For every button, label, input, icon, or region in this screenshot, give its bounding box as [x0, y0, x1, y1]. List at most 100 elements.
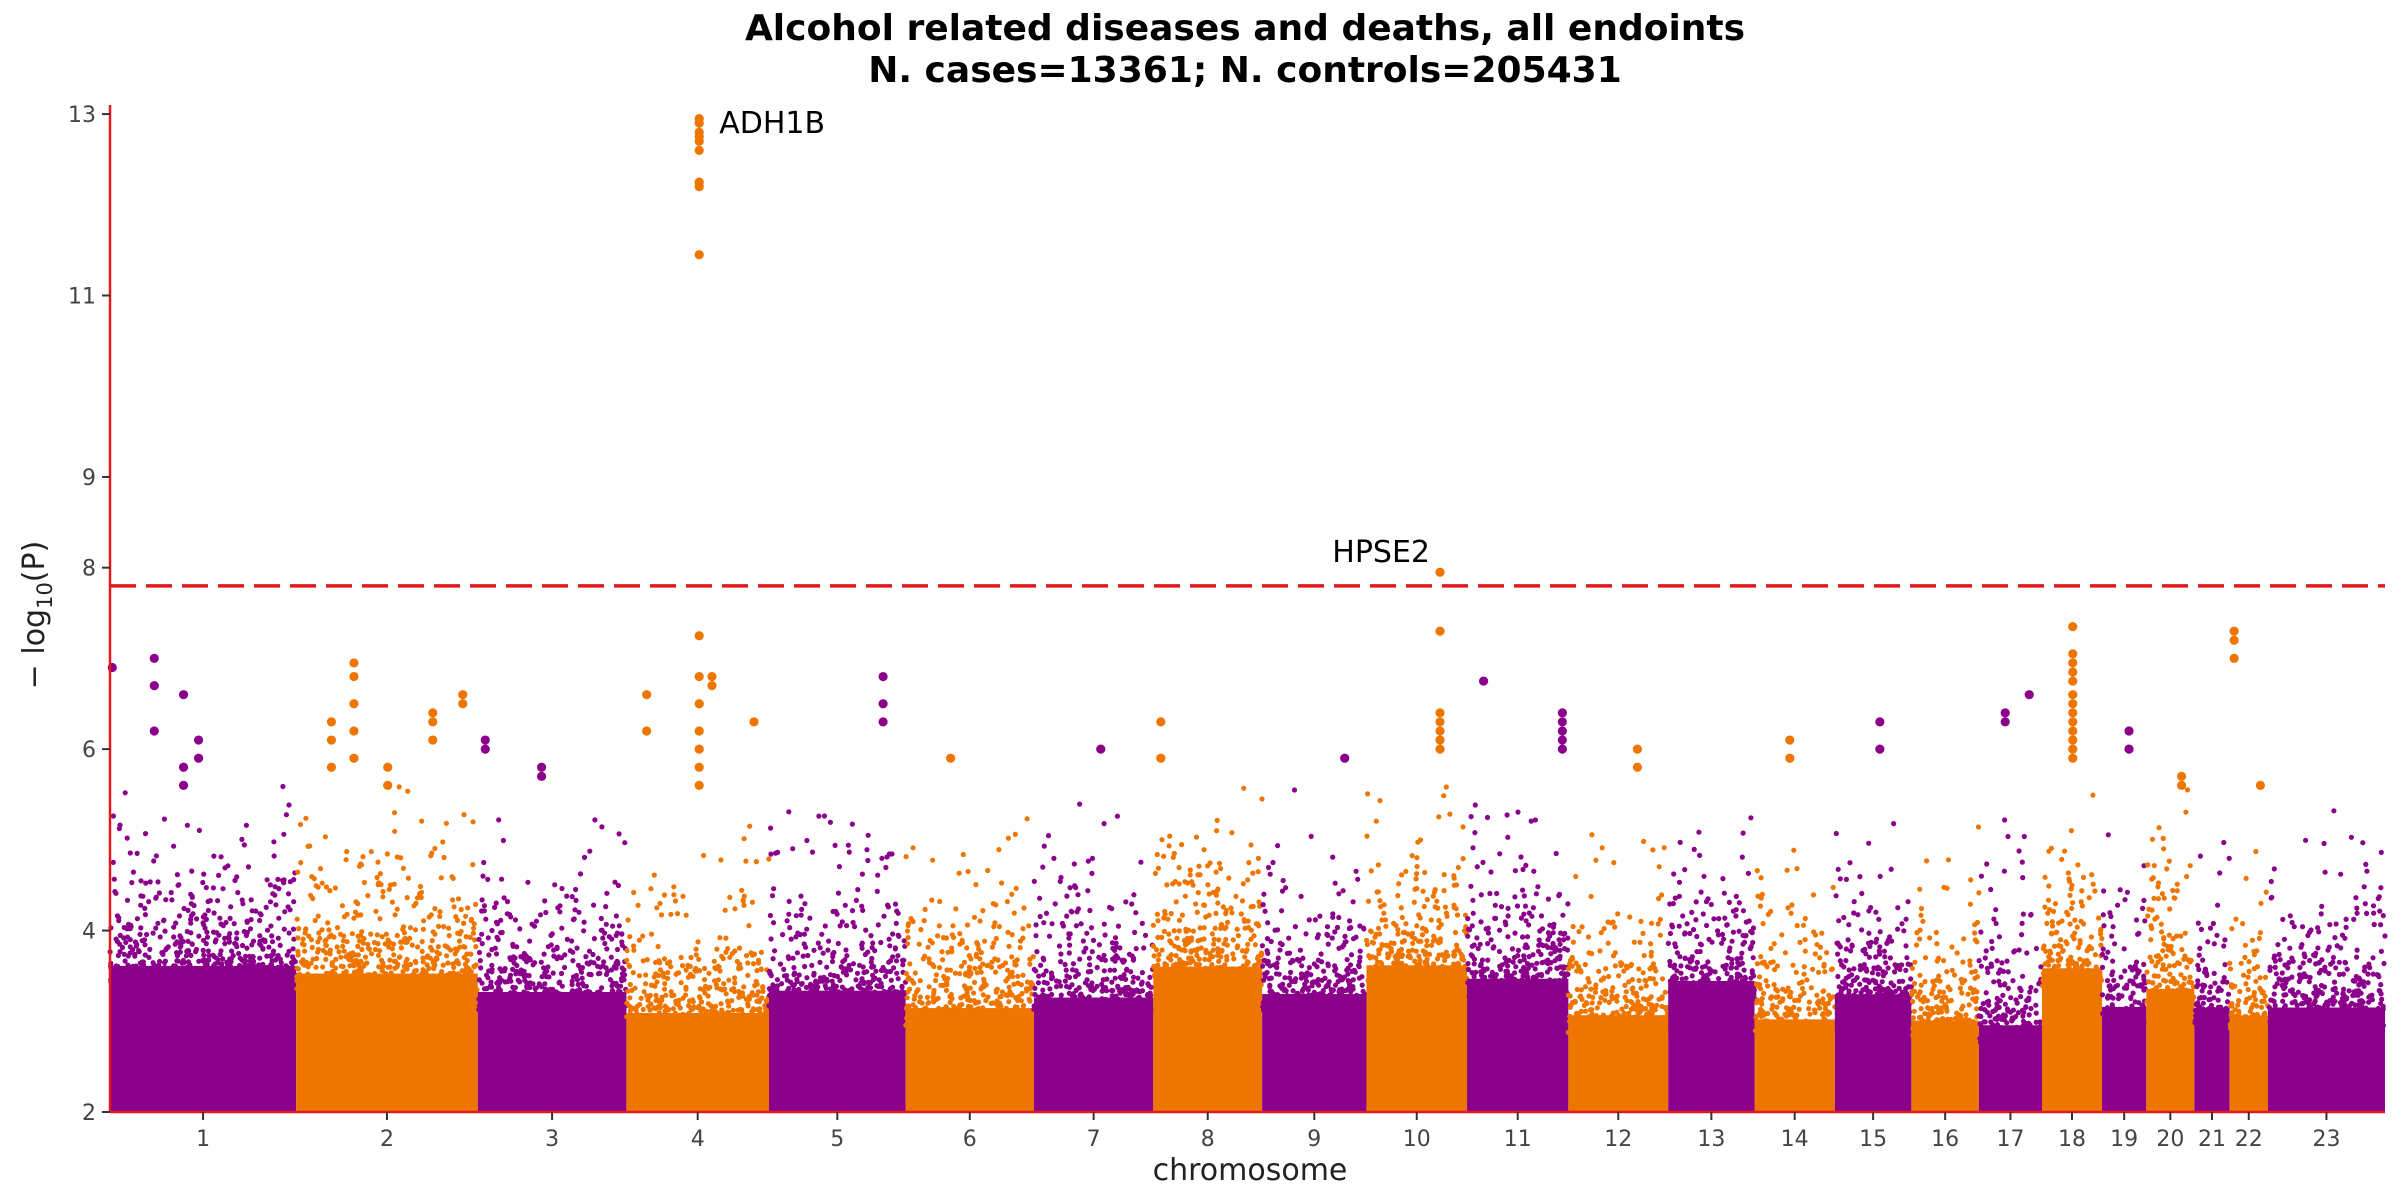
chrom-22-points: [2227, 848, 2271, 1036]
snp-point: [946, 753, 956, 763]
snp-point: [694, 671, 704, 682]
annotation-hpse2: HPSE2: [1332, 535, 1430, 570]
snp-point: [149, 681, 159, 691]
y-tick-label: 9: [82, 466, 96, 491]
x-tick-label: 19: [2110, 1127, 2138, 1152]
x-axis-title: chromosome: [1153, 1153, 1348, 1188]
snp-point: [428, 708, 438, 718]
x-tick-label: 1: [196, 1127, 210, 1152]
snp-point: [2124, 726, 2134, 736]
snp-point: [878, 717, 888, 727]
chrom-9-points: [1259, 787, 1368, 1015]
snp-point: [694, 127, 704, 137]
peak-points-layer: [107, 114, 2266, 791]
chrom-14-points: [1752, 847, 1838, 1040]
snp-point: [458, 699, 468, 709]
x-tick-label: 12: [1604, 1127, 1632, 1152]
snp-point: [1156, 717, 1166, 727]
chrom-17-points: [1976, 817, 2044, 1046]
chrom-18-points: [2039, 792, 2105, 989]
snp-point: [2068, 753, 2078, 763]
chrom-10-dense-band: [1366, 965, 1468, 1112]
snp-point: [878, 671, 888, 682]
x-tick-label: 13: [1697, 1127, 1725, 1152]
x-tick-label: 17: [1996, 1127, 2024, 1152]
snp-point: [458, 690, 468, 700]
chrom-1-dense-band: [110, 965, 297, 1112]
snp-point: [2176, 780, 2187, 791]
chrom-23-points: [2266, 808, 2388, 1029]
snp-point: [1435, 735, 1445, 745]
snp-point: [2068, 676, 2078, 686]
snp-point: [1435, 708, 1445, 718]
snp-point: [694, 744, 704, 754]
chrom-10-points: [1363, 784, 1470, 986]
snp-point: [326, 735, 337, 745]
snp-point: [642, 690, 652, 700]
snp-point: [2229, 635, 2239, 645]
snp-point: [694, 177, 704, 187]
snp-point: [383, 780, 393, 791]
snp-point: [694, 250, 704, 260]
snp-point: [2024, 690, 2034, 700]
snp-point: [1435, 567, 1445, 577]
x-tick-label: 2: [380, 1127, 394, 1152]
snp-point: [326, 762, 337, 772]
y-tick-label: 8: [82, 557, 96, 582]
snp-point: [2068, 708, 2078, 718]
snp-point: [480, 735, 490, 745]
snp-point: [428, 735, 438, 745]
snp-point: [193, 735, 204, 745]
x-tick-label: 23: [2312, 1127, 2340, 1152]
snp-point: [694, 699, 704, 709]
chrom-7-points: [1031, 801, 1156, 1019]
chrom-2-dense-band: [296, 973, 478, 1112]
x-tick-label: 22: [2235, 1127, 2263, 1152]
snp-point: [149, 653, 159, 663]
chrom-5-dense-band: [769, 990, 906, 1112]
y-axis-title-suffix: (P): [17, 541, 52, 583]
chrom-5-points: [766, 809, 909, 1012]
annotation-adh1b: ADH1B: [719, 106, 825, 141]
snp-point: [2176, 771, 2187, 781]
chrom-11-points: [1465, 802, 1571, 1000]
chrom-21-points: [2192, 839, 2232, 1029]
snp-point: [349, 726, 359, 736]
snp-point: [2068, 667, 2078, 677]
x-tick-label: 11: [1504, 1127, 1532, 1152]
chrom-4-points: [624, 823, 772, 1034]
chrom-3-points: [476, 817, 629, 1013]
chrom-6-points: [903, 816, 1037, 1029]
chart-title: Alcohol related diseases and deaths, all…: [745, 8, 1745, 49]
x-tick-label: 21: [2198, 1127, 2226, 1152]
annotations-layer: ADH1B HPSE2: [719, 106, 1430, 570]
chrom-1-points: [107, 783, 299, 987]
chrom-16-points: [1909, 824, 1982, 1042]
snp-point: [2068, 690, 2078, 700]
snp-point: [2000, 708, 2010, 718]
snp-point: [2068, 735, 2078, 745]
snp-point: [1557, 744, 1567, 754]
snp-point: [383, 762, 393, 772]
snp-point: [1632, 762, 1643, 772]
snp-point: [1435, 744, 1445, 754]
snp-point: [694, 145, 704, 155]
snp-point: [878, 699, 888, 709]
snp-point: [707, 671, 717, 682]
x-tick-label: 10: [1403, 1127, 1431, 1152]
snp-point: [1875, 744, 1885, 754]
snp-point: [2068, 622, 2078, 632]
snp-point: [2124, 744, 2134, 754]
y-tick-label: 13: [68, 103, 96, 128]
chrom-19-points: [2099, 832, 2148, 1028]
snp-point: [349, 671, 359, 682]
y-axis-title-prefix: − log: [17, 609, 52, 689]
snp-point: [349, 699, 359, 709]
x-tick-label: 6: [963, 1127, 977, 1152]
snp-point: [694, 780, 704, 791]
snp-point: [707, 681, 717, 691]
chrom-13-dense-band: [1668, 980, 1755, 1112]
snp-point: [749, 717, 759, 727]
